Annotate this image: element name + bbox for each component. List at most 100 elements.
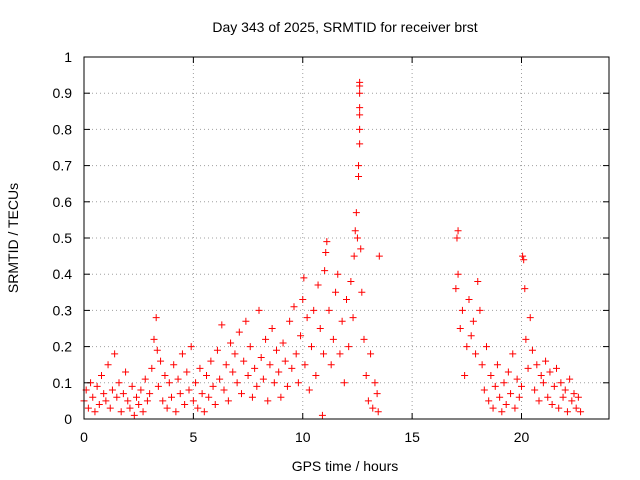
data-point <box>294 379 302 387</box>
data-point <box>159 397 167 405</box>
data-point <box>150 335 158 343</box>
data-point <box>515 393 523 401</box>
data-point <box>130 411 138 419</box>
grid-lines <box>84 57 609 419</box>
data-point <box>550 382 558 390</box>
data-point <box>577 408 585 416</box>
data-point <box>117 408 125 416</box>
data-point <box>373 390 381 398</box>
data-point <box>283 382 291 390</box>
data-point <box>485 397 493 405</box>
data-point <box>235 328 243 336</box>
data-point <box>216 375 224 383</box>
data-point <box>143 397 151 405</box>
data-point <box>528 346 536 354</box>
data-point <box>133 393 140 401</box>
data-point <box>194 404 202 412</box>
data-point <box>355 162 363 170</box>
data-point <box>356 111 364 119</box>
data-point <box>559 393 567 401</box>
data-point <box>555 404 563 412</box>
data-point <box>233 379 241 387</box>
data-point <box>358 288 366 296</box>
data-point <box>198 390 206 398</box>
data-point <box>487 372 495 380</box>
data-point <box>325 306 333 314</box>
x-tick-label: 15 <box>404 429 420 445</box>
data-point <box>318 411 326 419</box>
data-point <box>520 256 528 264</box>
data-point <box>509 350 517 358</box>
data-point <box>89 393 97 401</box>
data-point <box>566 375 574 383</box>
data-point <box>537 372 545 380</box>
data-point <box>98 372 105 380</box>
data-point <box>273 346 280 354</box>
data-point <box>172 408 180 416</box>
data-point <box>141 375 149 383</box>
data-point <box>246 343 254 351</box>
data-point <box>200 408 208 416</box>
data-point <box>111 350 119 358</box>
data-point <box>308 343 315 351</box>
data-point <box>152 314 160 322</box>
data-point <box>316 325 324 332</box>
x-tick-label: 20 <box>514 429 530 445</box>
data-point <box>322 248 330 256</box>
data-point <box>519 252 527 260</box>
data-point <box>321 267 329 275</box>
data-point <box>478 361 486 369</box>
data-point <box>351 227 359 235</box>
data-point <box>113 393 121 401</box>
data-point <box>192 379 200 387</box>
data-point <box>489 404 497 412</box>
data-point <box>461 372 469 380</box>
data-point <box>570 390 578 398</box>
data-point <box>474 277 482 285</box>
y-tick-label: 0.9 <box>53 85 73 101</box>
data-point <box>356 89 364 97</box>
data-point <box>299 296 307 304</box>
data-point <box>224 397 232 405</box>
data-point <box>539 379 547 387</box>
data-point <box>476 306 484 314</box>
data-point <box>347 277 355 285</box>
data-point <box>314 281 322 289</box>
data-point <box>137 386 145 394</box>
data-point <box>238 390 245 398</box>
y-tick-label: 0.2 <box>53 339 73 355</box>
data-point <box>231 350 239 358</box>
data-point <box>154 382 162 390</box>
data-point <box>257 353 265 361</box>
data-point <box>122 368 130 376</box>
data-point <box>108 386 116 394</box>
y-tick-label: 0.3 <box>53 302 73 318</box>
y-tick-label: 0.5 <box>53 230 73 246</box>
data-point <box>511 404 519 412</box>
data-point <box>483 343 490 351</box>
data-point <box>189 397 197 405</box>
data-point <box>292 350 300 358</box>
data-point <box>334 270 342 278</box>
data-point <box>553 364 560 372</box>
data-point <box>227 339 235 347</box>
y-tick-label: 0.4 <box>53 266 73 282</box>
data-point <box>275 368 283 376</box>
data-point <box>277 393 285 401</box>
data-point <box>248 393 256 401</box>
data-point <box>493 361 501 369</box>
y-axis-label: SRMTID / TECUs <box>5 183 21 293</box>
data-point <box>557 379 565 387</box>
data-point <box>255 306 263 314</box>
data-point <box>332 288 340 296</box>
data-point <box>229 368 237 376</box>
data-point <box>356 125 364 133</box>
data-point <box>222 361 230 369</box>
data-point <box>352 209 360 217</box>
data-point <box>500 379 508 387</box>
data-point <box>268 325 276 332</box>
data-point <box>266 361 274 369</box>
data-point <box>259 375 267 383</box>
data-point <box>533 361 541 369</box>
data-point <box>535 397 543 405</box>
